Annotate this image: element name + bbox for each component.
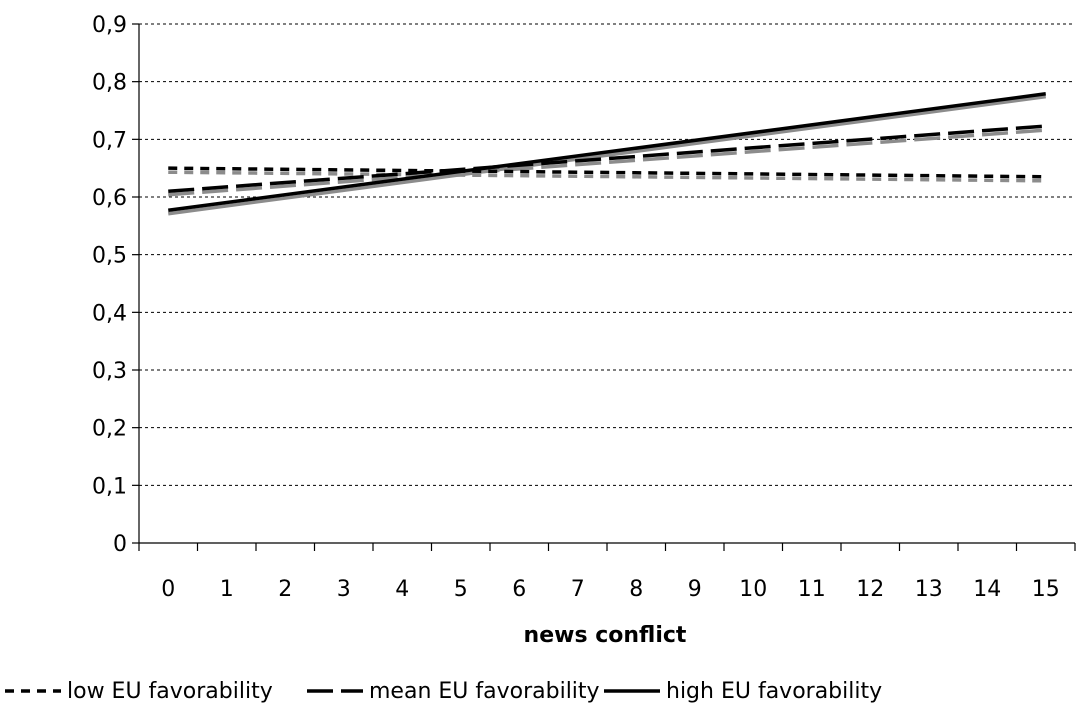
axes [132,23,1076,551]
legend-label: low EU favorability [67,679,273,704]
y-tick-label: 0,6 [92,186,127,211]
series-shadow-line [168,170,1046,183]
x-tick-label: 2 [278,577,292,602]
x-tick-label: 5 [454,577,468,602]
x-axis-title: news conflict [524,623,687,648]
x-tick-label: 10 [739,577,767,602]
y-tick-label: 0,3 [92,359,127,384]
y-tick-label: 0,9 [92,13,127,38]
series-line [168,124,1046,193]
x-tick-label: 7 [571,577,585,602]
legend-label: high EU favorability [666,679,882,704]
series-line [168,166,1046,179]
y-tick-label: 0 [113,532,127,557]
y-tick-label: 0,4 [92,301,127,326]
x-tick-label: 1 [220,577,234,602]
x-tick-label: 8 [629,577,643,602]
legend-label: mean EU favorability [369,679,600,704]
y-tick-label: 0,5 [92,244,127,269]
x-tick-label: 11 [798,577,826,602]
x-tick-labels: 0 1 2 3 4 5 6 7 8 9 10 11 12 13 14 15 [161,577,1060,602]
y-tick-label: 0,2 [92,417,127,442]
x-tick-label: 3 [337,577,351,602]
y-tick-labels: 0 0,1 0,2 0,3 0,4 0,5 0,6 0,7 0,8 0,9 [92,13,127,557]
y-tick-label: 0,7 [92,128,127,153]
series-lines [168,92,1046,216]
series-line [168,92,1046,212]
series-shadow-line [168,128,1046,197]
y-tick-label: 0,1 [92,474,127,499]
x-tick-label: 14 [973,577,1001,602]
y-tick-label: 0,8 [92,71,127,96]
x-tick-label: 0 [161,577,175,602]
legend: low EU favorability mean EU favorability h… [5,679,882,704]
x-tick-label: 6 [512,577,526,602]
x-tick-label: 9 [688,577,702,602]
x-tick-label: 13 [915,577,943,602]
x-tick-label: 15 [1032,577,1060,602]
x-tick-label: 4 [395,577,409,602]
gridlines [139,23,1075,486]
series-shadow-line [168,94,1046,216]
x-tick-label: 12 [856,577,884,602]
